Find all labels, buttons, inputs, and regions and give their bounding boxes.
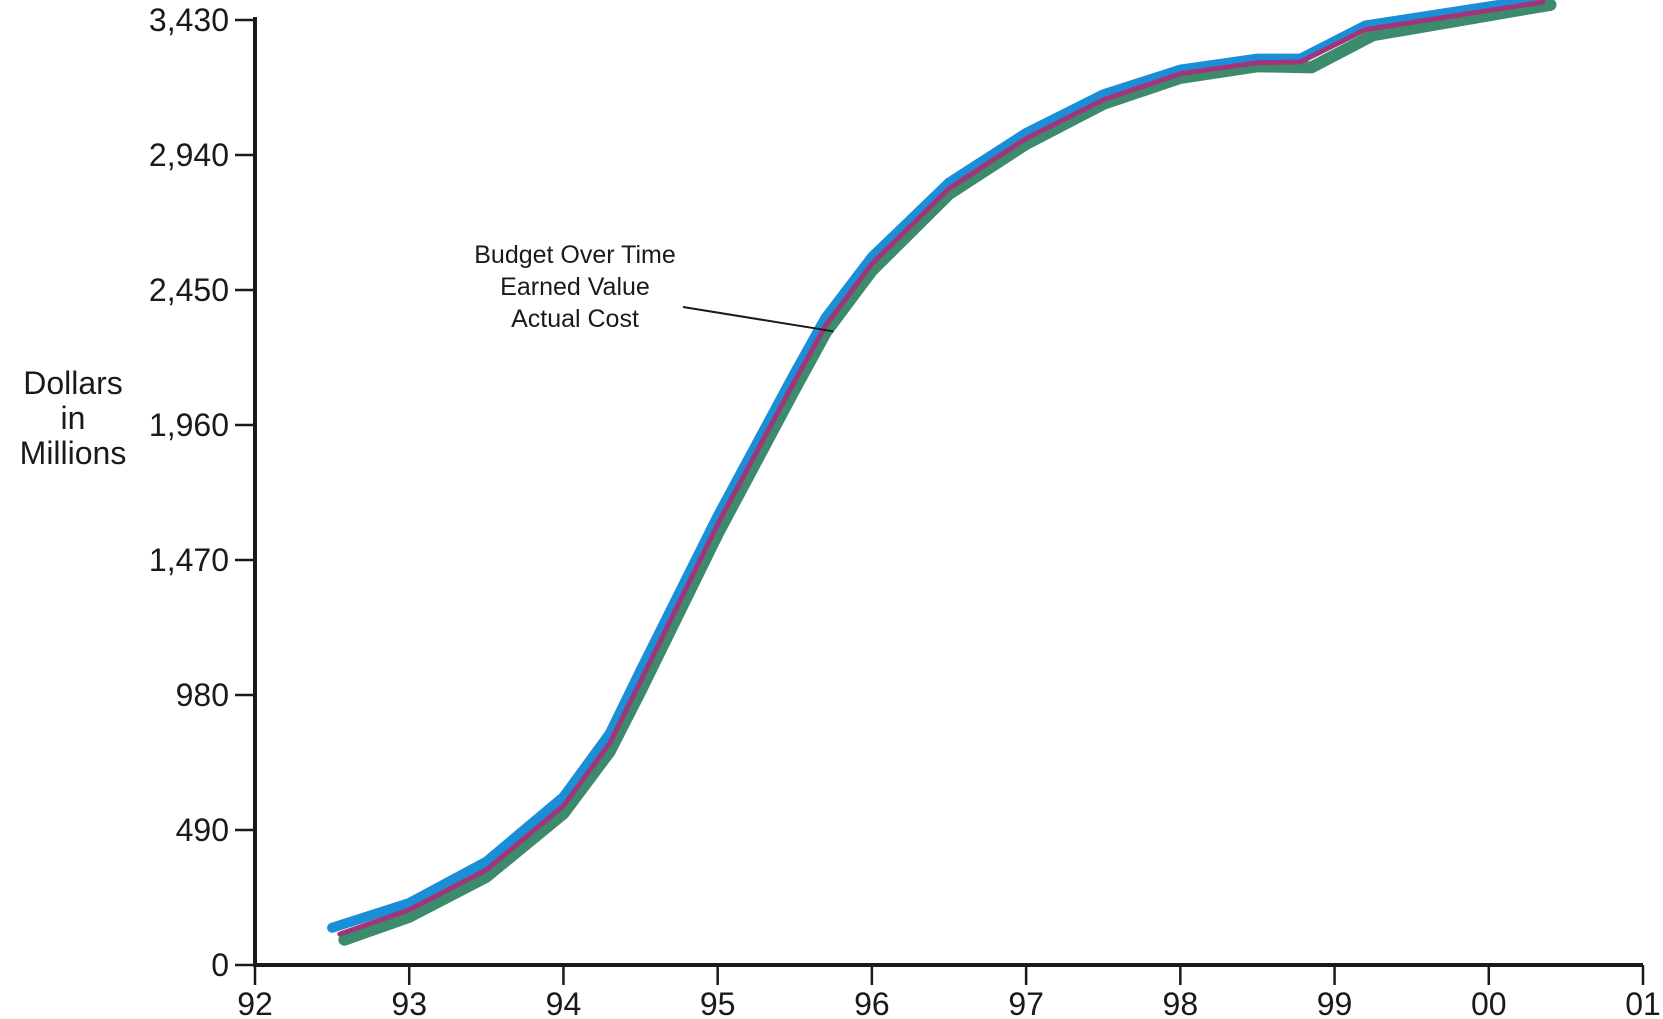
series-lines xyxy=(327,0,1557,946)
x-tick-label: 96 xyxy=(854,986,890,1019)
y-axis-label-line-3: Millions xyxy=(20,435,127,471)
y-axis-ticks: 0 490 980 1,470 1,960 2,450 2,940 3,430 xyxy=(149,2,255,983)
x-tick-label: 92 xyxy=(237,986,273,1019)
y-tick-label: 2,940 xyxy=(149,137,229,173)
x-tick-label: 95 xyxy=(700,986,736,1019)
y-axis-label-line-2: in xyxy=(61,400,86,436)
y-axis-label-line-1: Dollars xyxy=(23,365,123,401)
budget-over-time-line xyxy=(327,0,1540,933)
x-axis-ticks: 92 93 94 95 96 97 98 99 00 01 xyxy=(237,965,1661,1019)
y-tick-label: 1,470 xyxy=(149,542,229,578)
y-tick-label: 980 xyxy=(176,677,229,713)
x-tick-label: 97 xyxy=(1008,986,1044,1019)
x-tick-label: 94 xyxy=(546,986,582,1019)
x-tick-label: 93 xyxy=(391,986,427,1019)
annotation-line-1: Budget Over Time xyxy=(474,241,675,269)
y-tick-label: 1,960 xyxy=(149,407,229,443)
x-tick-label: 99 xyxy=(1317,986,1353,1019)
x-tick-label: 01 xyxy=(1625,986,1661,1019)
y-tick-label: 3,430 xyxy=(149,2,229,38)
x-tick-label: 00 xyxy=(1471,986,1507,1019)
earned-value-line xyxy=(337,0,1546,937)
y-tick-label: 2,450 xyxy=(149,272,229,308)
y-tick-label: 0 xyxy=(211,947,229,983)
x-tick-label: 98 xyxy=(1163,986,1199,1019)
y-tick-label: 490 xyxy=(176,812,229,848)
annotation-line-2: Earned Value xyxy=(500,273,650,301)
actual-cost-line xyxy=(338,0,1557,946)
annotation-pointer-line xyxy=(682,306,834,333)
annotation-line-3: Actual Cost xyxy=(511,305,639,333)
series-annotation: Budget Over Time Earned Value Actual Cos… xyxy=(474,241,834,333)
